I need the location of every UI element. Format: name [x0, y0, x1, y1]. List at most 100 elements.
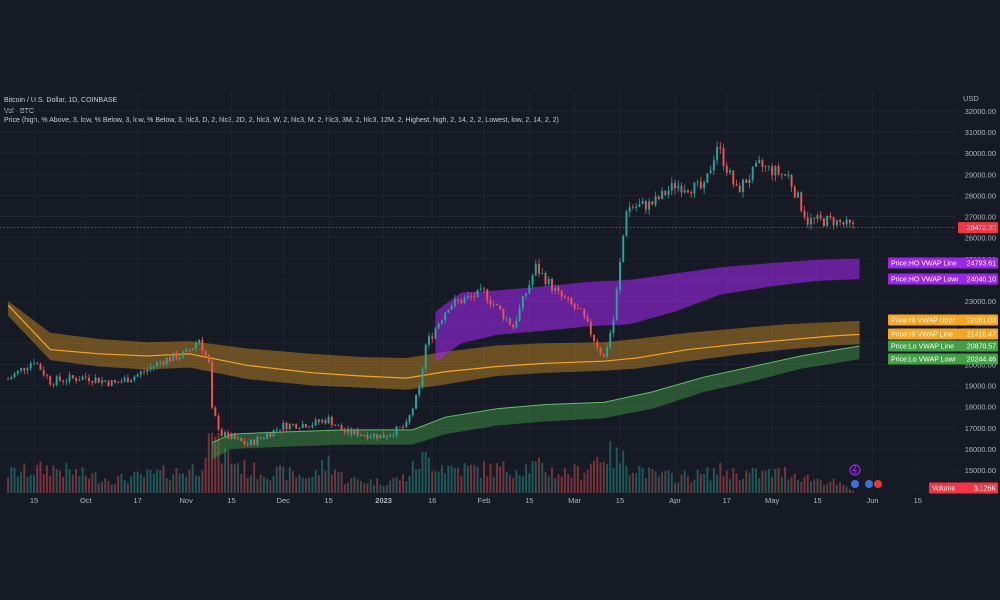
candle-body — [732, 170, 735, 185]
candle-body — [321, 420, 324, 423]
volume-bar — [502, 461, 505, 493]
candle-body — [845, 219, 848, 225]
volume-bar — [295, 477, 298, 493]
candle-body — [547, 278, 550, 285]
last-price-tag: 26472.32 — [958, 222, 998, 234]
volume-bar — [88, 478, 91, 493]
volume-bar — [385, 484, 388, 493]
volume-bar — [450, 465, 453, 493]
candle-body — [677, 185, 680, 189]
volume-bar — [638, 465, 641, 493]
volume-bar — [619, 463, 621, 493]
volume-bar — [68, 469, 71, 493]
volume-bar — [667, 470, 670, 493]
volume-bar — [123, 479, 126, 493]
volume-bar — [175, 468, 178, 493]
volume-bar — [227, 450, 230, 493]
volume-bar — [288, 467, 291, 493]
volume-bar — [185, 477, 188, 493]
candle-body — [26, 368, 29, 371]
candle-body — [803, 210, 806, 218]
candle-body — [780, 174, 783, 175]
candle-body — [194, 343, 197, 349]
svg-text:22061.03: 22061.03 — [967, 318, 996, 325]
volume-bar — [466, 465, 469, 493]
candle-body — [767, 166, 770, 167]
volume-bar — [674, 483, 676, 493]
candle-body — [586, 317, 589, 322]
volume-bar — [848, 489, 851, 493]
svg-text:21418.47: 21418.47 — [967, 332, 996, 339]
candle-body — [703, 182, 706, 189]
candle-body — [806, 217, 809, 225]
candle-body — [285, 422, 288, 430]
candle-body — [427, 336, 430, 345]
lightning-icon-glyph — [852, 465, 857, 475]
candle-body — [402, 427, 405, 428]
candle-body — [512, 324, 515, 328]
candle-body — [165, 357, 168, 365]
volume-bar — [113, 483, 116, 493]
candle-body — [126, 377, 129, 383]
x-tick-label: Nov — [179, 496, 193, 505]
volume-bar — [165, 478, 168, 493]
candle-body — [648, 201, 651, 210]
candle-body — [295, 424, 298, 429]
candle-body — [340, 425, 343, 430]
volume-bar — [337, 472, 340, 493]
volume-bar — [790, 476, 793, 493]
candle-body — [444, 312, 447, 321]
volume-bar — [42, 473, 45, 493]
candle-body — [246, 444, 249, 446]
y-tick-label: 29000.00 — [965, 170, 996, 179]
volume-bar — [551, 467, 553, 493]
volume-bar — [240, 473, 243, 493]
candle-body — [136, 374, 139, 377]
volume-bar — [644, 478, 647, 493]
volume-bar — [159, 470, 162, 493]
volume-bar — [405, 481, 408, 493]
grid-lines — [0, 90, 955, 493]
volume-bar — [547, 476, 550, 493]
volume-bar — [457, 467, 460, 493]
volume-bar — [583, 472, 586, 493]
candle-body — [266, 433, 269, 438]
volume-bar — [13, 467, 16, 493]
volume-indicator-label: Vol · BTC — [4, 108, 34, 115]
volume-bar — [712, 468, 715, 493]
flag-us-icon — [865, 480, 873, 488]
volume-bar — [797, 479, 799, 493]
candle-body — [243, 441, 246, 445]
candle-body — [764, 166, 767, 168]
volume-bar — [120, 473, 123, 493]
candle-body — [560, 290, 563, 297]
volume-bar — [635, 473, 638, 493]
candle-body — [353, 430, 356, 435]
candle-body — [596, 341, 599, 348]
candle-body — [479, 288, 482, 290]
candle-body — [185, 350, 188, 352]
candle-body — [654, 196, 657, 205]
candle-body — [292, 424, 294, 425]
volume-bar — [110, 484, 113, 493]
y-tick-label: 19000.00 — [965, 382, 996, 391]
x-tick-label: Feb — [478, 496, 491, 505]
volume-bar — [143, 477, 146, 493]
volume-bar — [269, 480, 272, 493]
candle-body — [748, 179, 751, 184]
volume-bar — [567, 473, 570, 493]
candle-body — [275, 429, 278, 431]
svg-text:24040.10: 24040.10 — [967, 277, 996, 284]
volume-bar — [764, 471, 767, 493]
volume-bar — [94, 472, 97, 493]
candle-body — [729, 170, 732, 173]
candle-body — [52, 384, 55, 386]
volume-bar — [476, 466, 479, 493]
volume-bar — [732, 467, 735, 493]
candle-body — [651, 201, 654, 205]
volume-bar — [589, 463, 592, 493]
candles — [7, 141, 855, 447]
svg-text:3.126K: 3.126K — [974, 486, 997, 493]
